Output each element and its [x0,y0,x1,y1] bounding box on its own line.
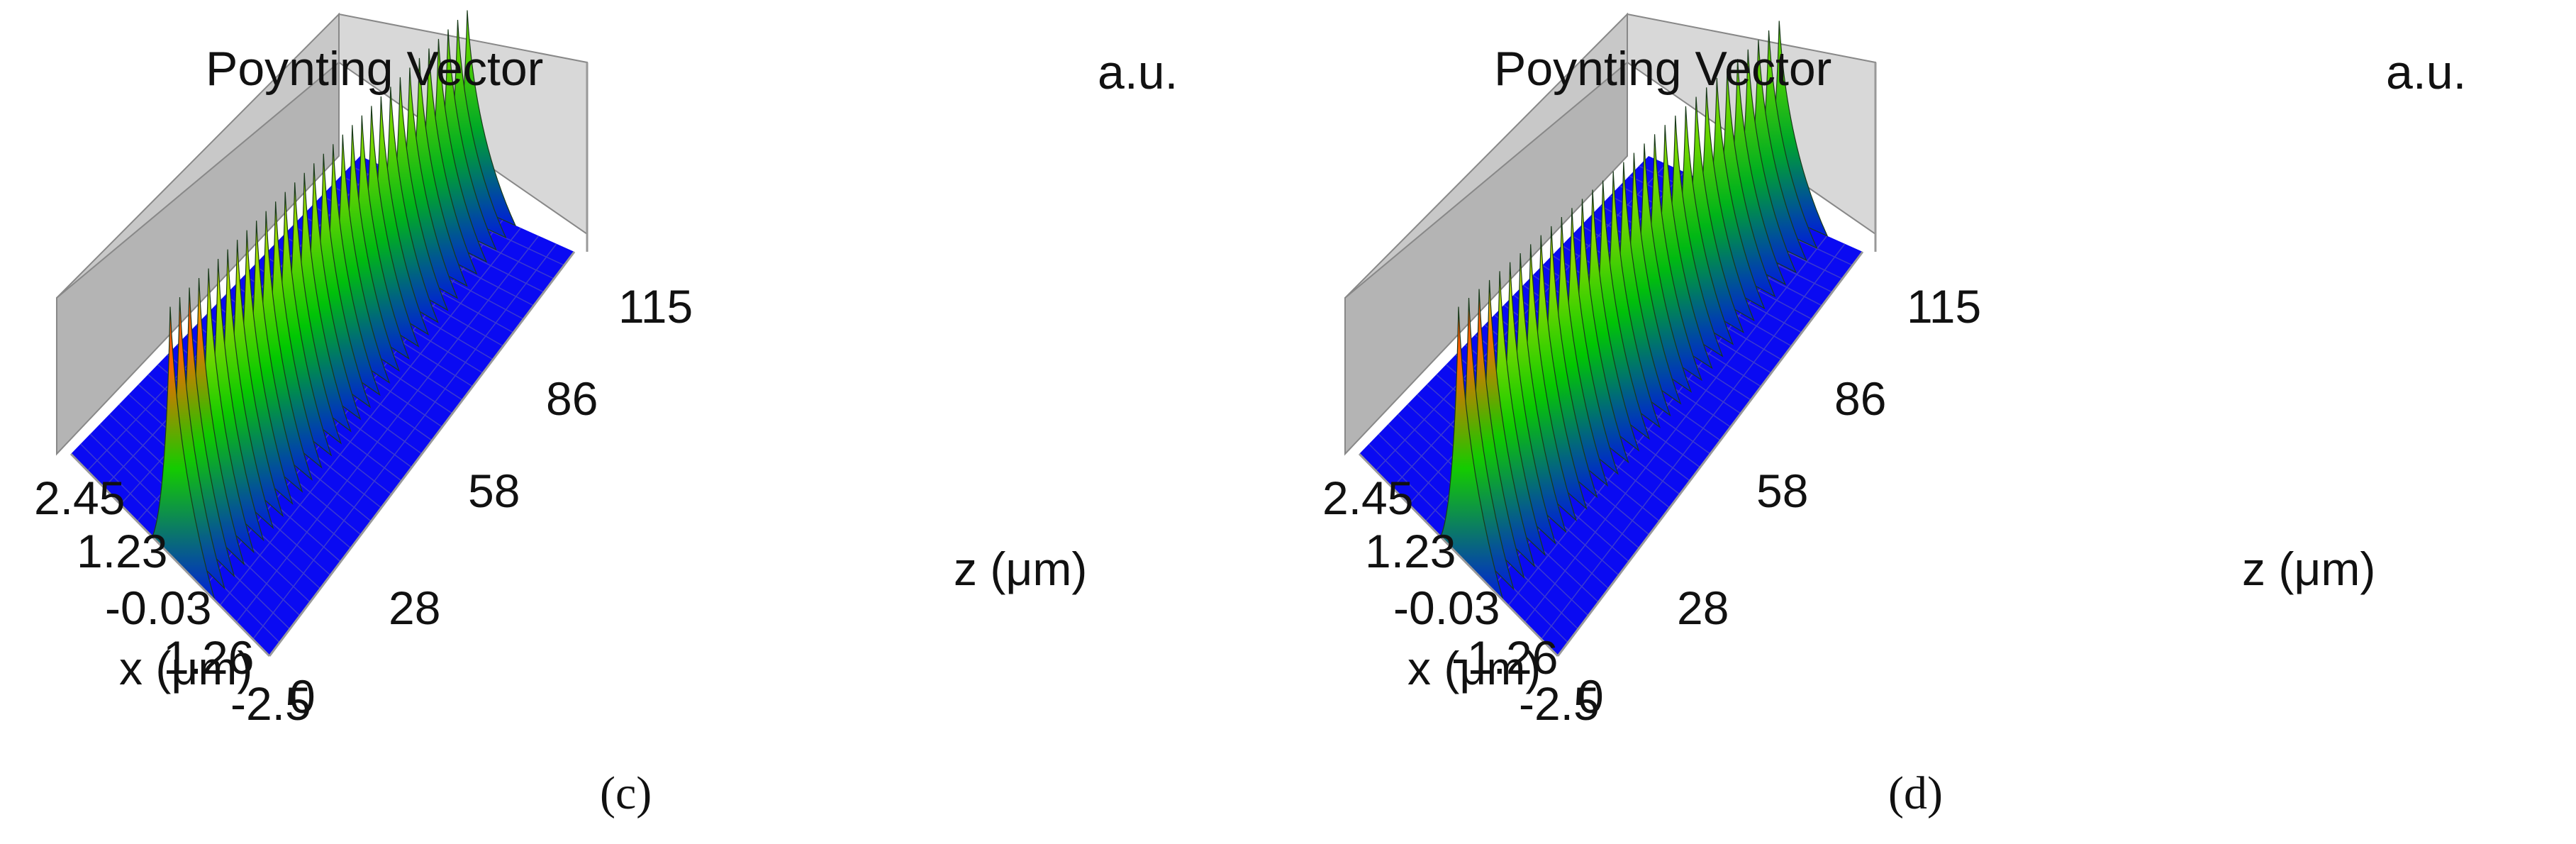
x-tick-label: -2.5 [230,677,311,730]
x-axis-line [69,452,271,657]
x-tick-label: 1.23 [1365,525,1456,577]
beam-surface [152,10,517,601]
z-tick-label: 0 [1578,670,1604,723]
x-tick-label: -0.03 [105,582,211,634]
z-tick-label: 86 [1834,372,1886,425]
z-tick-label: 58 [468,465,520,517]
z-axis-line [1556,251,1864,657]
chart-title: Poynting Vector [206,42,543,96]
x-axis-line [1358,452,1559,657]
x-tick-label: 2.45 [1322,472,1413,524]
panel-d: 2.45 1.23 -0.03 -1.26 -2.5 0 28 58 86 115 Poynti… [1288,0,2576,844]
unit-label: a.u. [2386,45,2466,99]
back-wall-top-strip [1344,60,1628,456]
z-tick-label: 86 [546,372,598,425]
axes-lines [1358,62,1877,657]
x-ticks: 2.451.23-0.03-1.26-2.5 [1322,472,1600,730]
z-axis-label: z (μm) [954,543,1087,595]
beam-surface [1440,21,1829,601]
x-axis-label: x (μm) [119,642,252,694]
z-axis-label: z (μm) [2242,543,2375,595]
x-tick-label: 1.23 [77,525,167,577]
z-ticks: 0 28 58 86 115 [1578,280,1981,723]
panel-caption: (d) [1888,767,1943,819]
panel-c: 2.45 1.23 -0.03 1.26 -2.5 0 28 58 86 115 Poyntin… [34,10,1178,819]
axes-lines [69,62,589,657]
x-tick-label: -1.26 [1451,631,1558,684]
x-ticks: 2.451.23-0.031.26-2.5 [34,472,311,730]
chart-title: Poynting Vector [1494,42,1831,96]
z-tick-label: 28 [1677,582,1729,634]
x-tick-label: -0.03 [1393,582,1500,634]
x-tick-label: 1.26 [163,631,254,684]
z-tick-label: 0 [289,670,316,723]
z-tick-label: 115 [1907,280,1981,333]
x-tick-label: 2.45 [34,472,125,524]
back-wall-top-strip [56,60,340,456]
chart-d-svg: 2.451.23-0.03-1.26-2.5 0 28 58 86 115 Poynti… [1322,12,2466,819]
z-tick-label: 58 [1756,465,1808,517]
chart-c-svg: 2.451.23-0.031.26-2.5 0 28 58 86 115 Poyntin… [34,10,1178,819]
panel-caption: (c) [600,767,652,819]
z-ticks: 0 28 58 86 115 [289,280,693,723]
z-tick-label: 28 [389,582,440,634]
beam-slice [1440,306,1504,601]
unit-label: a.u. [1098,45,1178,99]
beam-slice [152,306,216,601]
x-tick-label: -2.5 [1519,677,1600,730]
z-tick-label: 115 [618,280,693,333]
z-axis-line [268,251,576,657]
x-axis-label: x (μm) [1407,642,1541,694]
